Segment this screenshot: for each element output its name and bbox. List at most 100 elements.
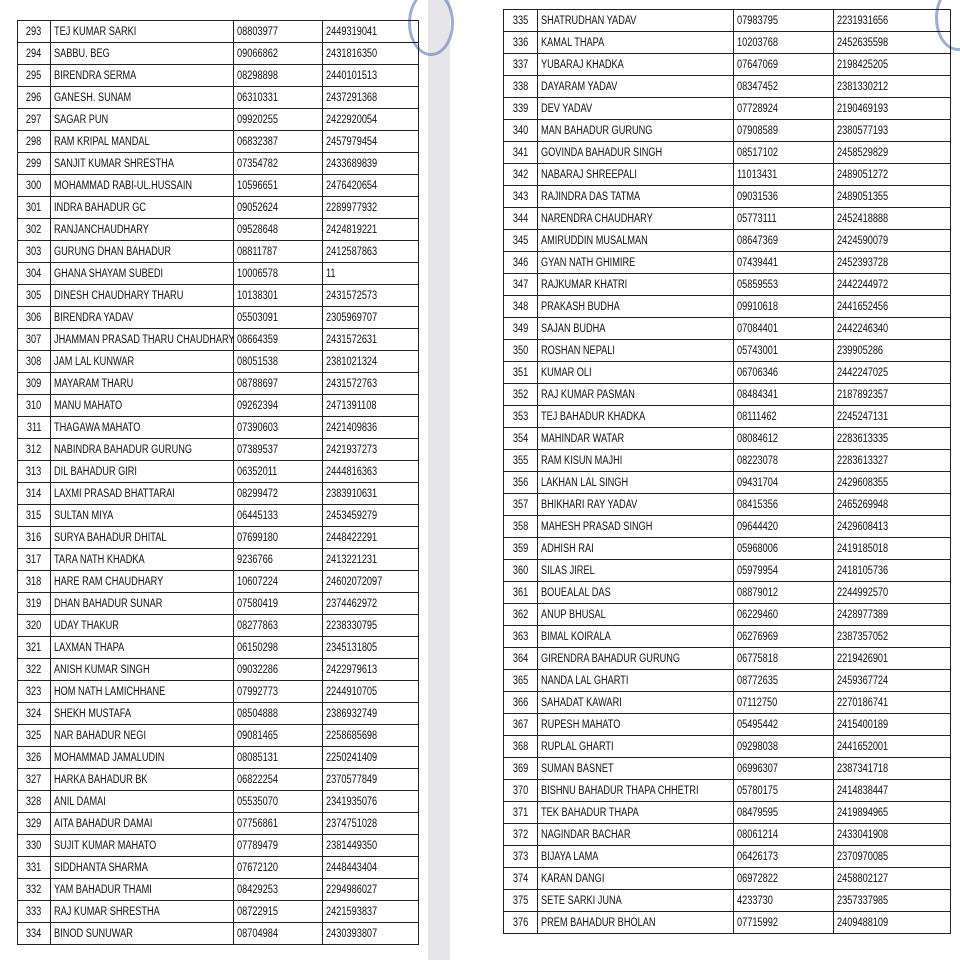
table-cell: NABARAJ SHREEPALI [537, 163, 734, 186]
serial-number: 308 [26, 355, 42, 368]
table-cell: THAGAWA MAHATO [50, 416, 234, 439]
id-number: 08879012 [737, 586, 778, 599]
table-cell: 2370577849 [322, 768, 419, 791]
name: GHANA SHAYAM SUBEDI [54, 267, 164, 280]
serial-number: 300 [26, 179, 42, 192]
table-cell: MAN BAHADUR GURUNG [537, 119, 734, 142]
table-row: 351 KUMAR OLI 06706346 2442247025 [503, 361, 951, 384]
serial-number: 315 [26, 509, 42, 522]
phone-number: 2283613327 [837, 454, 889, 467]
table-row: 319 DHAN BAHADUR SUNAR 07580419 2374462972 [17, 592, 419, 615]
table-row: 362 ANUP BHUSAL 06229460 2428977389 [503, 603, 951, 626]
name: SABBU. BEG [54, 47, 110, 60]
table-cell: 2244992570 [833, 581, 951, 604]
serial-number: 344 [512, 212, 529, 225]
phone-number: 2387357052 [837, 630, 889, 643]
table-cell: ANUP BHUSAL [537, 603, 734, 626]
table-cell: 06706346 [733, 361, 834, 384]
table-cell: 06972822 [733, 867, 834, 890]
table-cell: 2441652001 [833, 735, 951, 758]
name: DHAN BAHADUR SUNAR [54, 597, 163, 610]
phone-number: 2442247025 [837, 366, 889, 379]
name: RAJ KUMAR SHRESTHA [54, 905, 160, 918]
phone-number: 2449319041 [326, 25, 378, 38]
table-row: 337 YUBARAJ KHADKA 07647069 2198425205 [503, 53, 951, 76]
table-row: 376 PREM BAHADUR BHOLAN 07715992 2409488109 [503, 911, 951, 934]
table-cell: 07672120 [233, 856, 323, 879]
table-cell: 356 [503, 471, 538, 494]
table-row: 352 RAJ KUMAR PASMAN 08484341 2187892357 [503, 383, 951, 406]
table-cell: 362 [503, 603, 538, 626]
table-row: 349 SAJAN BUDHA 07084401 2442246340 [503, 317, 951, 340]
phone-number: 2448422291 [326, 531, 378, 544]
name: DIL BAHADUR GIRI [54, 465, 137, 478]
table-cell: 305 [17, 284, 51, 307]
table-cell: 306 [17, 306, 51, 329]
id-number: 07699180 [237, 531, 278, 544]
name: BINOD SUNUWAR [54, 927, 133, 940]
table-row: 336 KAMAL THAPA 10203768 2452635598 [503, 31, 951, 54]
table-cell: 2409488109 [833, 911, 951, 934]
table-cell: 06996307 [733, 757, 834, 780]
table-cell: 10006578 [233, 262, 323, 285]
table-cell: 2457979454 [322, 130, 419, 153]
name: NABARAJ SHREEPALI [541, 168, 637, 181]
name: DEV YADAV [541, 102, 593, 115]
table-cell: 320 [17, 614, 51, 637]
table-cell: 337 [503, 53, 538, 76]
phone-number: 2440101513 [326, 69, 378, 82]
table-row: 347 RAJKUMAR KHATRI 05859553 2442244972 [503, 273, 951, 296]
serial-number: 332 [26, 883, 42, 896]
serial-number: 306 [26, 311, 42, 324]
phone-number: 2387341718 [837, 762, 889, 775]
phone-number: 2452635598 [837, 36, 889, 49]
table-cell: ROSHAN NEPALI [537, 339, 734, 362]
table-cell: 325 [17, 724, 51, 747]
name: RAM KRIPAL MANDAL [54, 135, 150, 148]
table-cell: RUPESH MAHATO [537, 713, 734, 736]
table-row: 346 GYAN NATH GHIMIRE 07439441 2452393728 [503, 251, 951, 274]
name: MOHAMMAD RABI-UL.HUSSAIN [54, 179, 193, 192]
phone-number: 2238330795 [326, 619, 378, 632]
table-cell: 10203768 [733, 31, 834, 54]
id-number: 08298898 [237, 69, 278, 82]
name: TEK BAHADUR THAPA [541, 806, 639, 819]
table-row: 334 BINOD SUNUWAR 08704984 2430393807 [17, 922, 419, 945]
table-cell: 239905286 [833, 339, 951, 362]
name: HARKA BAHADUR BK [54, 773, 148, 786]
id-number: 05535070 [237, 795, 278, 808]
table-cell: 2449319041 [322, 20, 419, 43]
id-number: 06276969 [737, 630, 778, 643]
table-cell: 06310331 [233, 86, 323, 109]
serial-number: 369 [512, 762, 529, 775]
table-cell: 09528648 [233, 218, 323, 241]
table-row: 353 TEJ BAHADUR KHADKA 08111462 2245247131 [503, 405, 951, 428]
phone-number: 2471391108 [326, 399, 377, 412]
table-cell: 359 [503, 537, 538, 560]
table-cell: HARE RAM CHAUDHARY [50, 570, 234, 593]
id-number: 07390603 [237, 421, 278, 434]
table-row: 313 DIL BAHADUR GIRI 06352011 2444816363 [17, 460, 419, 483]
name: RAJINDRA DAS TATMA [541, 190, 641, 203]
phone-number: 2433689839 [326, 157, 378, 170]
table-cell: 375 [503, 889, 538, 912]
table-cell: 2452393728 [833, 251, 951, 274]
name: SAGAR PUN [54, 113, 109, 126]
table-cell: 09081465 [233, 724, 323, 747]
phone-number: 2465269948 [837, 498, 889, 511]
serial-number: 366 [512, 696, 529, 709]
table-row: 293 TEJ KUMAR SARKI 08803977 2449319041 [17, 20, 419, 43]
name: HARE RAM CHAUDHARY [54, 575, 164, 588]
phone-number: 2489051355 [837, 190, 889, 203]
table-cell: 366 [503, 691, 538, 714]
name: MAYARAM THARU [54, 377, 134, 390]
table-cell: 2421409836 [322, 416, 419, 439]
id-number: 08051538 [237, 355, 278, 368]
table-cell: 08051538 [233, 350, 323, 373]
table-cell: 07699180 [233, 526, 323, 549]
table-cell: 05780175 [733, 779, 834, 802]
table-cell: SURYA BAHADUR DHITAL [50, 526, 234, 549]
phone-number: 2414838447 [837, 784, 889, 797]
table-cell: SAHADAT KAWARI [537, 691, 734, 714]
table-row: 320 UDAY THAKUR 08277863 2238330795 [17, 614, 419, 637]
